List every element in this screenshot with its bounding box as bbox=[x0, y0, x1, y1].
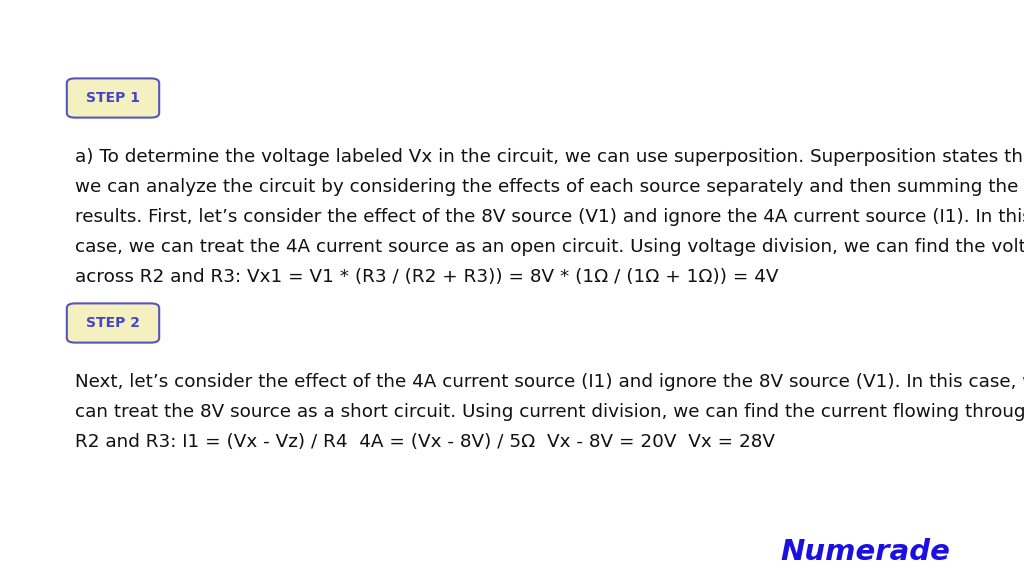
Text: STEP 2: STEP 2 bbox=[86, 316, 140, 330]
Text: can treat the 8V source as a short circuit. Using current division, we can find : can treat the 8V source as a short circu… bbox=[75, 403, 1024, 421]
Text: STEP 1: STEP 1 bbox=[86, 91, 140, 105]
Text: across R2 and R3: Vx1 = V1 * (R3 / (R2 + R3)) = 8V * (1Ω / (1Ω + 1Ω)) = 4V: across R2 and R3: Vx1 = V1 * (R3 / (R2 +… bbox=[75, 268, 778, 286]
Text: a) To determine the voltage labeled Vx in the circuit, we can use superposition.: a) To determine the voltage labeled Vx i… bbox=[75, 148, 1024, 166]
FancyBboxPatch shape bbox=[67, 78, 159, 118]
Text: case, we can treat the 4A current source as an open circuit. Using voltage divis: case, we can treat the 4A current source… bbox=[75, 238, 1024, 256]
Text: R2 and R3: I1 = (Vx - Vz) / R4  4A = (Vx - 8V) / 5Ω  Vx - 8V = 20V  Vx = 28V: R2 and R3: I1 = (Vx - Vz) / R4 4A = (Vx … bbox=[75, 433, 775, 451]
Text: we can analyze the circuit by considering the effects of each source separately : we can analyze the circuit by considerin… bbox=[75, 178, 1019, 196]
Text: results. First, let’s consider the effect of the 8V source (V1) and ignore the 4: results. First, let’s consider the effec… bbox=[75, 208, 1024, 226]
FancyBboxPatch shape bbox=[67, 304, 159, 343]
Text: Numerade: Numerade bbox=[780, 538, 950, 566]
Text: Next, let’s consider the effect of the 4A current source (I1) and ignore the 8V : Next, let’s consider the effect of the 4… bbox=[75, 373, 1024, 391]
